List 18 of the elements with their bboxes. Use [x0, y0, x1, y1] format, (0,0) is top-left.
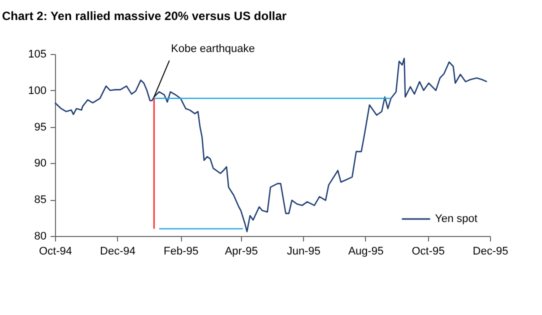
y-tick-label: 80 — [34, 230, 46, 242]
x-tick-label: Dec-94 — [100, 246, 136, 258]
y-tick-label: 90 — [34, 158, 46, 170]
y-tick-label: 95 — [34, 121, 46, 134]
line-series — [54, 58, 488, 232]
x-tick-label: Oct-95 — [412, 246, 445, 258]
x-tick-label: Apr-95 — [224, 246, 258, 258]
x-tick-label: Jun-95 — [286, 246, 320, 258]
annotation: Kobe earthquake — [171, 42, 255, 55]
y-tick-label: 100 — [28, 84, 46, 97]
x-tick-label: Aug-95 — [348, 246, 384, 258]
y-tick-label: 105 — [28, 48, 46, 60]
chart-title: Chart 2: Yen rallied massive 20% versus US dollar — [2, 8, 287, 23]
x-tick-label: Dec-95 — [472, 246, 508, 258]
y-tick-label: 85 — [34, 194, 46, 206]
x-tick-label: Feb-95 — [164, 246, 199, 258]
x-tick-label: Oct-94 — [38, 246, 72, 258]
legend-label: Yen spot — [435, 213, 478, 225]
